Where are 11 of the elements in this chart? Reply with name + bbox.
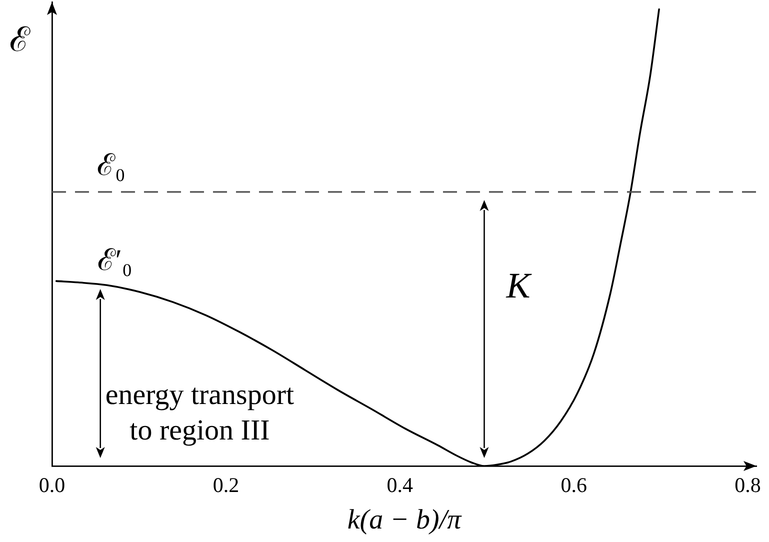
x-tick-label: 0.8	[734, 473, 761, 498]
x-axis-title: k(a − b)/π	[347, 504, 462, 536]
annotation: K	[505, 265, 532, 306]
x-tick-label: 0.6	[560, 473, 587, 498]
y-axis-title: ℰ	[10, 22, 30, 59]
x-tick-label: 0.0	[38, 473, 66, 498]
ref-line-label: ℰ₀	[97, 148, 126, 182]
x-tick-label: 0.2	[212, 473, 240, 498]
annotation: energy transport to region III	[105, 379, 294, 447]
x-tick-label: 0.4	[386, 473, 414, 498]
annotation: ℰ′₀	[97, 244, 132, 277]
